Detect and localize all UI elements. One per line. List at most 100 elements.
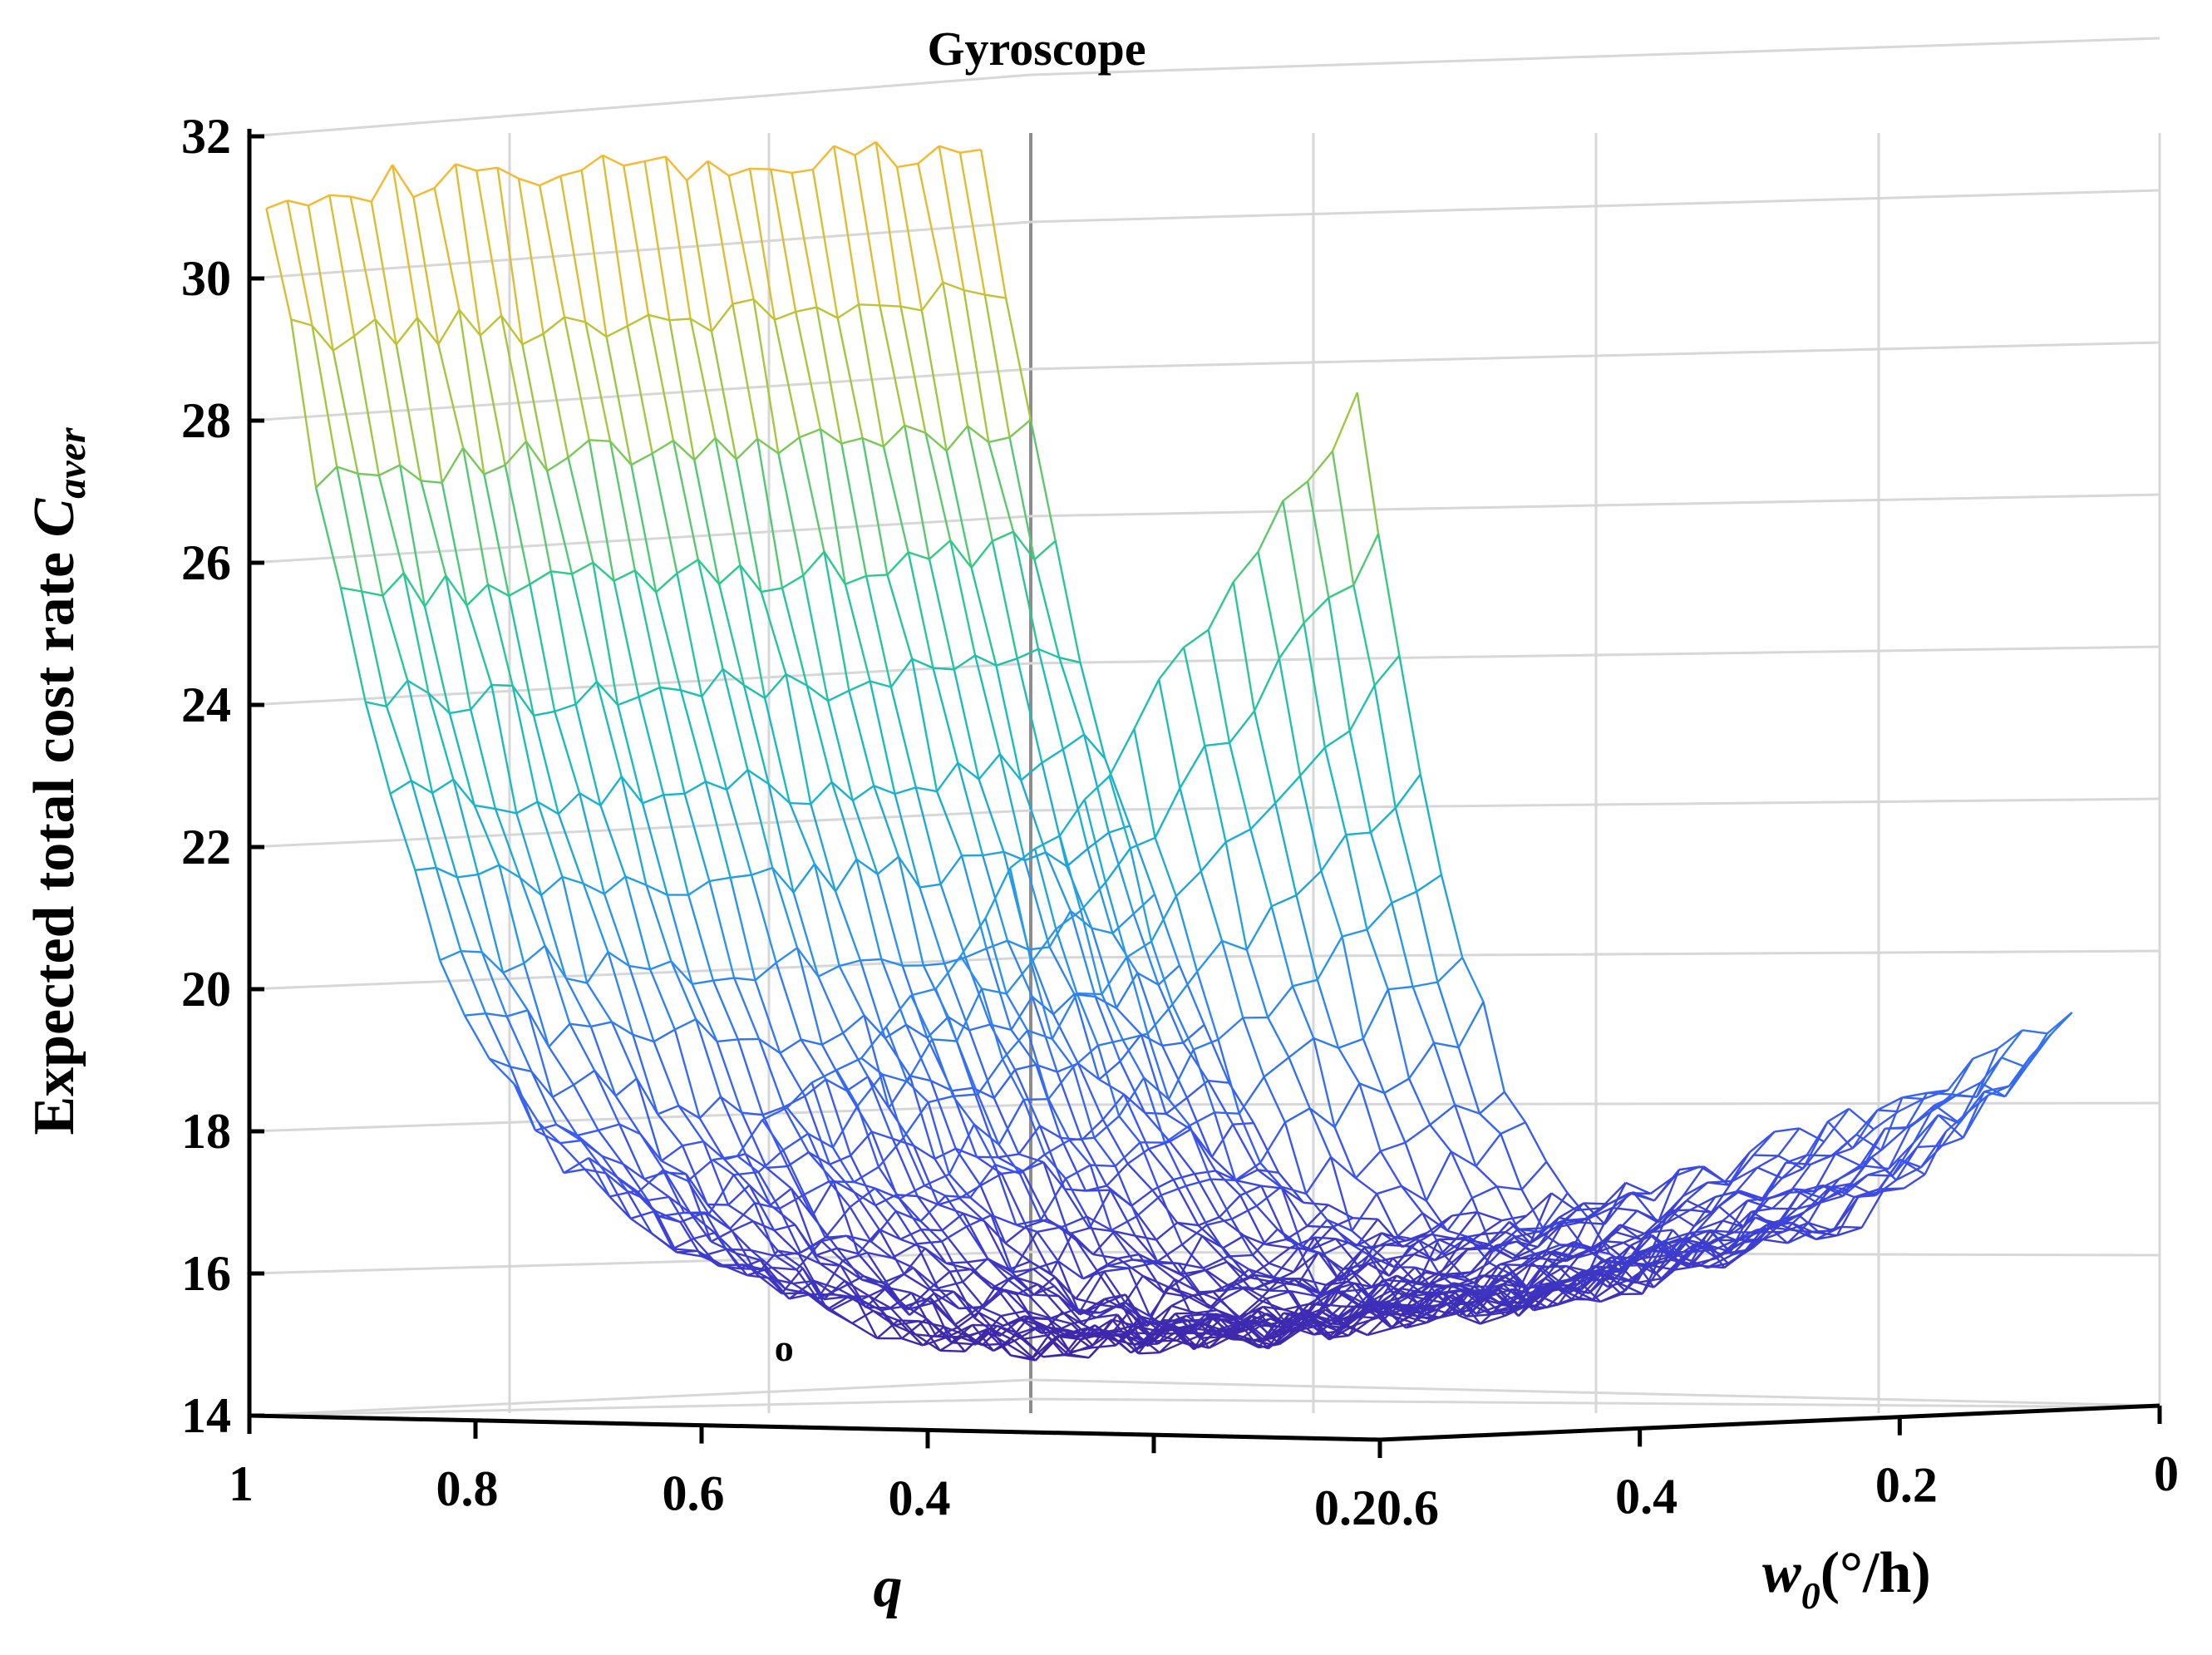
mesh-line-w [953, 1290, 976, 1319]
mesh-line-w [911, 658, 934, 669]
mesh-line-w [594, 1070, 617, 1097]
mesh-line-q [742, 684, 770, 785]
mesh-line-w [1002, 1058, 1025, 1101]
mesh-line-w [1760, 1177, 1783, 1202]
mesh-line-q [899, 1185, 925, 1199]
q-tick-label: 0.6 [663, 1466, 725, 1521]
mesh-line-w [1838, 1165, 1861, 1180]
mesh-line-w [1725, 1199, 1749, 1237]
mesh-line-w [1682, 1165, 1705, 1197]
mesh-line-w [1732, 1154, 1755, 1182]
mesh-line-w [1983, 1091, 2006, 1098]
mesh-line-q [439, 959, 466, 1017]
mesh-line-q [1181, 1224, 1208, 1246]
mesh-line-w [709, 876, 731, 883]
mesh-line-q [604, 1172, 632, 1219]
mesh-line-w [1126, 957, 1149, 1034]
mesh-line-w [1751, 1207, 1773, 1213]
mesh-line-w [1470, 1247, 1493, 1273]
mesh-line-w [1429, 1124, 1452, 1153]
mesh-line-q [641, 803, 668, 895]
mesh-line-w [870, 680, 892, 688]
mesh-line-q [483, 474, 510, 597]
mesh-line-w [1239, 1185, 1262, 1197]
mesh-line-q [286, 199, 313, 326]
mesh-line-q [1412, 981, 1438, 988]
mesh-line-w [1224, 1286, 1246, 1292]
mesh-line-q [584, 322, 612, 442]
mesh-line-w [1941, 1136, 1964, 1147]
mesh-line-w [796, 1268, 819, 1300]
mesh-line-w [1307, 1315, 1331, 1341]
mesh-line-q [626, 325, 653, 454]
mesh-line-w [778, 1208, 802, 1254]
mesh-line-w [1584, 1247, 1607, 1263]
mesh-line-q [1438, 1238, 1464, 1241]
mesh-line-q [1362, 988, 1389, 1040]
mesh-line-q [1163, 1291, 1190, 1298]
mesh-line-w [979, 1306, 1002, 1318]
mesh-line-q [502, 972, 529, 1011]
mesh-line-w [535, 1123, 557, 1132]
mesh-line-w [707, 160, 730, 177]
mesh-line-w [539, 175, 561, 187]
mesh-line-q [886, 574, 914, 659]
mesh-line-w [1254, 1320, 1277, 1327]
mesh-line-w [638, 686, 661, 698]
mesh-line-w [1542, 1219, 1564, 1229]
mesh-line-w [1703, 1165, 1726, 1183]
mesh-line-w [1092, 1230, 1116, 1255]
mesh-line-w [1850, 1156, 1873, 1185]
z-tick-label: 32 [181, 109, 231, 164]
mesh-line-w [1076, 993, 1100, 1047]
mesh-line-w [1135, 1216, 1159, 1263]
mesh-line-w [980, 988, 1004, 1060]
mesh-line-q [991, 540, 1018, 659]
mesh-line-q [1353, 1316, 1380, 1327]
mesh-line-w [1342, 1247, 1366, 1270]
mesh-line-w [1198, 1216, 1220, 1227]
mesh-line-w [782, 1150, 805, 1195]
mesh-line-q [605, 336, 633, 465]
mesh-line-w [1022, 1099, 1046, 1155]
mesh-line-q [850, 1155, 877, 1206]
mesh-line-q [1584, 1202, 1609, 1205]
mesh-line-q [1806, 1154, 1832, 1157]
mesh-line-w [1208, 1327, 1231, 1349]
mesh-line-w [794, 1224, 817, 1256]
mesh-line-w [1227, 1255, 1250, 1271]
mesh-line-w [1257, 551, 1280, 659]
mesh-line-w [684, 781, 707, 795]
mesh-line-q [836, 1247, 863, 1281]
mesh-line-w [1599, 1293, 1622, 1303]
mesh-line-w [846, 1076, 869, 1092]
mesh-line-w [1008, 1260, 1031, 1271]
mesh-line-w [825, 1078, 848, 1092]
mesh-line-w [462, 447, 485, 475]
mesh-line-q [466, 605, 493, 686]
grid-horizontal-line [249, 189, 2160, 280]
mesh-line-q [504, 465, 531, 585]
mesh-line-q [973, 655, 1002, 755]
mesh-line-w [1924, 1130, 1947, 1175]
mesh-line-w [1043, 1154, 1067, 1180]
mesh-line-w [287, 199, 309, 207]
mesh-line-w [774, 310, 796, 321]
mesh-line-q [1025, 1225, 1052, 1274]
mesh-line-q [798, 436, 825, 552]
mesh-line-w [986, 939, 1008, 950]
mesh-line-w [912, 1267, 935, 1294]
mesh-line-w [1283, 1121, 1308, 1194]
mesh-line-q [1418, 1239, 1445, 1256]
mesh-line-q [876, 874, 904, 967]
mesh-line-q [948, 1271, 976, 1319]
mesh-line-w [1077, 1062, 1100, 1081]
mesh-line-w [1017, 648, 1039, 660]
mesh-line-q [854, 155, 881, 306]
mesh-line-w [1819, 1225, 1841, 1234]
mesh-line-q [1265, 1290, 1292, 1300]
mesh-line-q [746, 770, 774, 869]
mesh-line-q [970, 567, 998, 666]
mesh-line-q [920, 1229, 948, 1264]
mesh-line-w [1580, 1240, 1604, 1290]
